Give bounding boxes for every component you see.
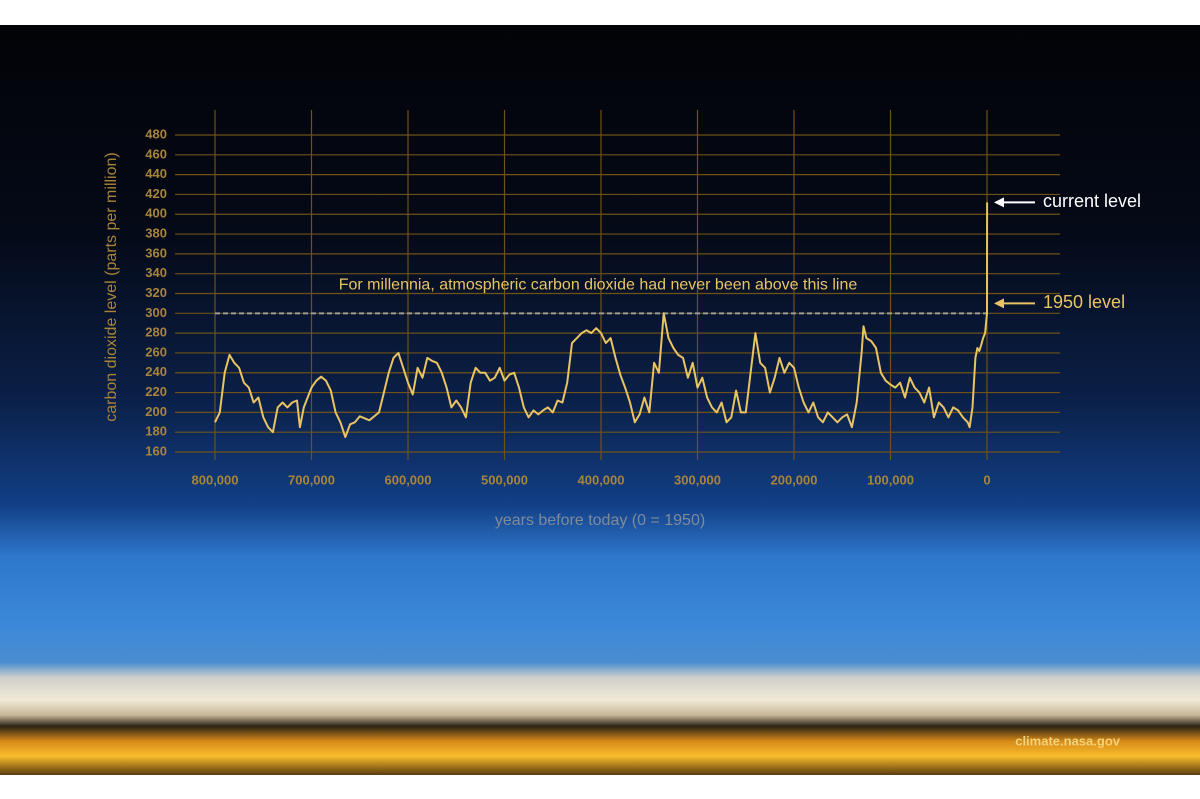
y-tick-label: 480 [145, 126, 167, 141]
y-tick-label: 360 [145, 245, 167, 260]
y-axis-label: carbon dioxide level (parts per million) [103, 152, 120, 421]
x-tick-label: 800,000 [192, 472, 239, 487]
y-tick-label: 400 [145, 206, 167, 221]
arrow-head [994, 298, 1004, 309]
arrow-head [994, 197, 1004, 208]
x-tick-label: 600,000 [385, 472, 432, 487]
x-tick-label: 0 [983, 472, 990, 487]
y-tick-label: 180 [145, 424, 167, 439]
y-tick-label: 280 [145, 325, 167, 340]
threshold-label: For millennia, atmospheric carbon dioxid… [339, 277, 858, 294]
y-tick-label: 160 [145, 443, 167, 458]
y-tick-label: 240 [145, 364, 167, 379]
x-tick-label: 500,000 [481, 472, 528, 487]
co2-line [214, 202, 989, 439]
annotation-label: 1950 level [1043, 292, 1125, 312]
x-axis-label: years before today (0 = 1950) [495, 512, 705, 529]
x-tick-label: 300,000 [674, 472, 721, 487]
y-tick-label: 420 [145, 186, 167, 201]
source: climate.nasa.gov [1015, 733, 1121, 748]
x-tick-label: 200,000 [771, 472, 818, 487]
y-tick-label: 220 [145, 384, 167, 399]
x-tick-label: 700,000 [288, 472, 335, 487]
x-tick-label: 400,000 [578, 472, 625, 487]
x-tick-label: 100,000 [867, 472, 914, 487]
y-tick-label: 460 [145, 146, 167, 161]
y-tick-label: 260 [145, 344, 167, 359]
y-tick-label: 340 [145, 265, 167, 280]
y-tick-label: 440 [145, 166, 167, 181]
annotation-label: current level [1043, 191, 1141, 211]
y-tick-label: 300 [145, 305, 167, 320]
y-tick-label: 320 [145, 285, 167, 300]
background [0, 25, 1200, 775]
y-tick-label: 380 [145, 226, 167, 241]
y-tick-label: 200 [145, 404, 167, 419]
